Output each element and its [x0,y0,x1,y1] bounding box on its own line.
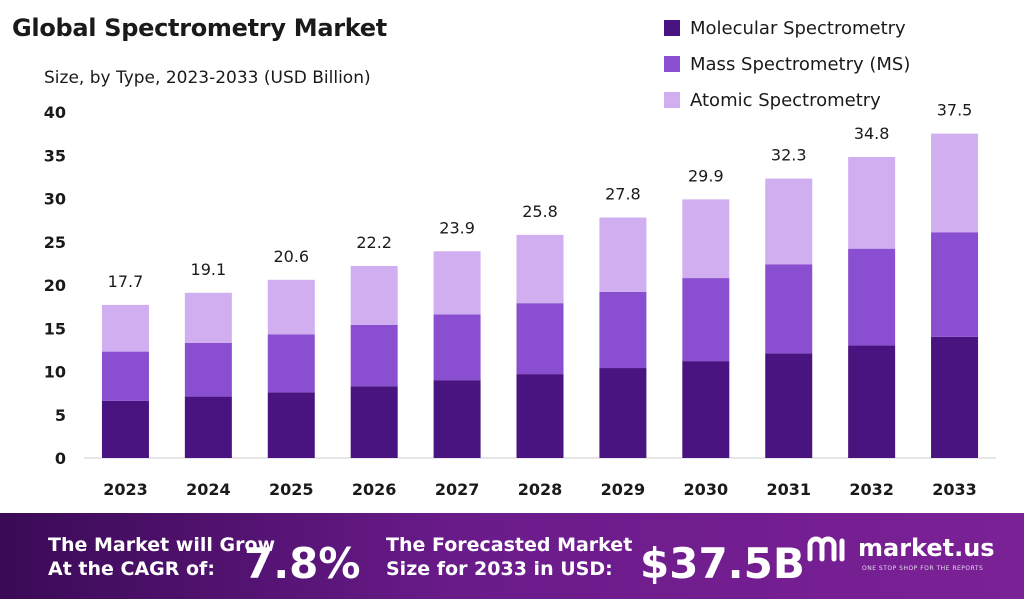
bar-segment-molecular [931,336,979,458]
bar-segment-mass [101,351,149,401]
bar-segment-mass [931,232,979,337]
bar-total-label: 25.8 [522,202,558,221]
x-tick-label: 2028 [518,480,563,499]
bar-segment-mass [516,303,564,375]
bar-segment-molecular [848,345,896,458]
bar-total-label: 32.3 [771,146,807,165]
y-tick-label: 5 [55,406,66,425]
bar-segment-atomic [931,133,979,233]
bar-segment-molecular [184,396,232,458]
bar-segment-atomic [350,265,398,325]
forecast-label-line2: Size for 2033 in USD: [386,558,613,580]
x-tick-label: 2026 [352,480,397,499]
bar-segment-mass [184,342,232,397]
footer-band: The Market will Grow At the CAGR of: 7.8… [0,513,1024,599]
bar-segment-molecular [516,374,564,458]
bar-total-label: 22.2 [356,233,392,252]
bar-segment-molecular [682,361,730,458]
bar-total-label: 17.7 [108,272,144,291]
y-tick-label: 15 [44,319,66,338]
cagr-label-line1: The Market will Grow [48,534,276,556]
brand-logo: market.us [806,533,995,563]
bar-segment-mass [350,324,398,387]
legend-swatch-molecular [664,20,680,36]
x-tick-label: 2023 [103,480,148,499]
bar-segment-mass [848,248,896,346]
legend-swatch-mass [664,56,680,72]
bar-segment-atomic [682,199,730,279]
legend-item-atomic: Atomic Spectrometry [664,82,910,118]
x-tick-label: 2030 [684,480,729,499]
brand-name: market.us [858,534,995,562]
bar-segment-atomic [516,234,564,304]
y-tick-label: 10 [44,363,66,382]
legend-label: Atomic Spectrometry [690,89,881,111]
bar-segment-mass [682,278,730,362]
bar-segment-atomic [765,178,813,265]
bar-segment-molecular [101,400,149,458]
cagr-label-line2: At the CAGR of: [48,558,215,580]
cagr-label: The Market will Grow At the CAGR of: [48,533,275,581]
legend-label: Mass Spectrometry (MS) [690,53,911,75]
y-tick-label: 30 [44,190,66,209]
chart-title: Global Spectrometry Market [12,14,387,42]
bar-segment-atomic [101,304,149,352]
forecast-label-line1: The Forecasted Market [386,534,633,556]
legend-label: Molecular Spectrometry [690,17,906,39]
x-tick-label: 2031 [766,480,811,499]
bar-segment-molecular [599,368,647,458]
forecast-label: The Forecasted Market Size for 2033 in U… [386,533,632,581]
bar-total-label: 37.5 [937,101,973,120]
forecast-value: $37.5B [640,539,805,588]
y-tick-label: 25 [44,233,66,252]
legend: Molecular Spectrometry Mass Spectrometry… [664,10,910,118]
x-tick-label: 2025 [269,480,314,499]
legend-swatch-atomic [664,92,680,108]
x-tick-label: 2033 [932,480,977,499]
bar-segment-atomic [599,217,647,292]
bar-segment-mass [599,291,647,369]
market-us-logo-icon [807,536,845,562]
bar-segment-molecular [433,380,481,458]
legend-item-molecular: Molecular Spectrometry [664,10,910,46]
bar-total-label: 20.6 [273,247,309,266]
bar-segment-molecular [350,386,398,458]
y-tick-label: 40 [44,103,66,122]
bar-segment-molecular [765,353,813,458]
bar-segment-atomic [433,251,481,315]
x-tick-label: 2027 [435,480,480,499]
y-tick-label: 0 [55,449,66,468]
x-tick-label: 2032 [849,480,894,499]
bar-total-label: 34.8 [854,124,890,143]
bar-total-label: 27.8 [605,185,641,204]
brand-tagline: ONE STOP SHOP FOR THE REPORTS [862,565,984,572]
bar-segment-atomic [267,279,315,335]
bar-segment-mass [433,314,481,381]
bar-total-label: 29.9 [688,166,724,185]
legend-item-mass: Mass Spectrometry (MS) [664,46,910,82]
bar-segment-molecular [267,392,315,458]
bar-segment-mass [765,264,813,354]
bar-segment-atomic [184,292,232,343]
x-tick-label: 2029 [601,480,646,499]
stacked-bar-chart: 051015202530354017.7202319.1202420.62025… [44,101,996,499]
cagr-value: 7.8% [244,539,361,588]
bar-segment-mass [267,334,315,393]
bar-total-label: 19.1 [191,260,227,279]
bar-segment-atomic [848,156,896,249]
bar-total-label: 23.9 [439,218,475,237]
y-tick-label: 35 [44,146,66,165]
chart-subtitle: Size, by Type, 2023-2033 (USD Billion) [44,68,371,88]
x-tick-label: 2024 [186,480,231,499]
y-tick-label: 20 [44,276,66,295]
